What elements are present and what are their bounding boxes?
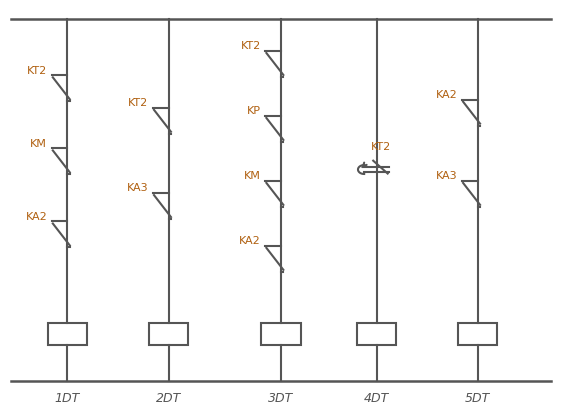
Bar bbox=[149, 323, 188, 345]
Text: KA3: KA3 bbox=[127, 183, 148, 193]
Text: 4DT: 4DT bbox=[364, 391, 389, 404]
Text: KM: KM bbox=[30, 138, 47, 148]
Text: 1DT: 1DT bbox=[55, 391, 80, 404]
Text: 3DT: 3DT bbox=[269, 391, 293, 404]
Text: KM: KM bbox=[244, 171, 261, 181]
Text: 5DT: 5DT bbox=[465, 391, 490, 404]
Bar bbox=[48, 323, 87, 345]
Text: KA2: KA2 bbox=[239, 235, 261, 245]
Bar bbox=[458, 323, 497, 345]
Text: KT2: KT2 bbox=[27, 65, 47, 75]
Text: KP: KP bbox=[247, 106, 261, 116]
Text: KA2: KA2 bbox=[25, 211, 47, 221]
Text: KT2: KT2 bbox=[241, 41, 261, 51]
Text: 2DT: 2DT bbox=[156, 391, 181, 404]
Bar bbox=[357, 323, 396, 345]
Text: KA3: KA3 bbox=[436, 171, 457, 181]
Text: KA2: KA2 bbox=[436, 90, 457, 100]
Bar bbox=[261, 323, 301, 345]
Text: KT2: KT2 bbox=[128, 98, 148, 108]
Text: KT2: KT2 bbox=[371, 141, 391, 151]
